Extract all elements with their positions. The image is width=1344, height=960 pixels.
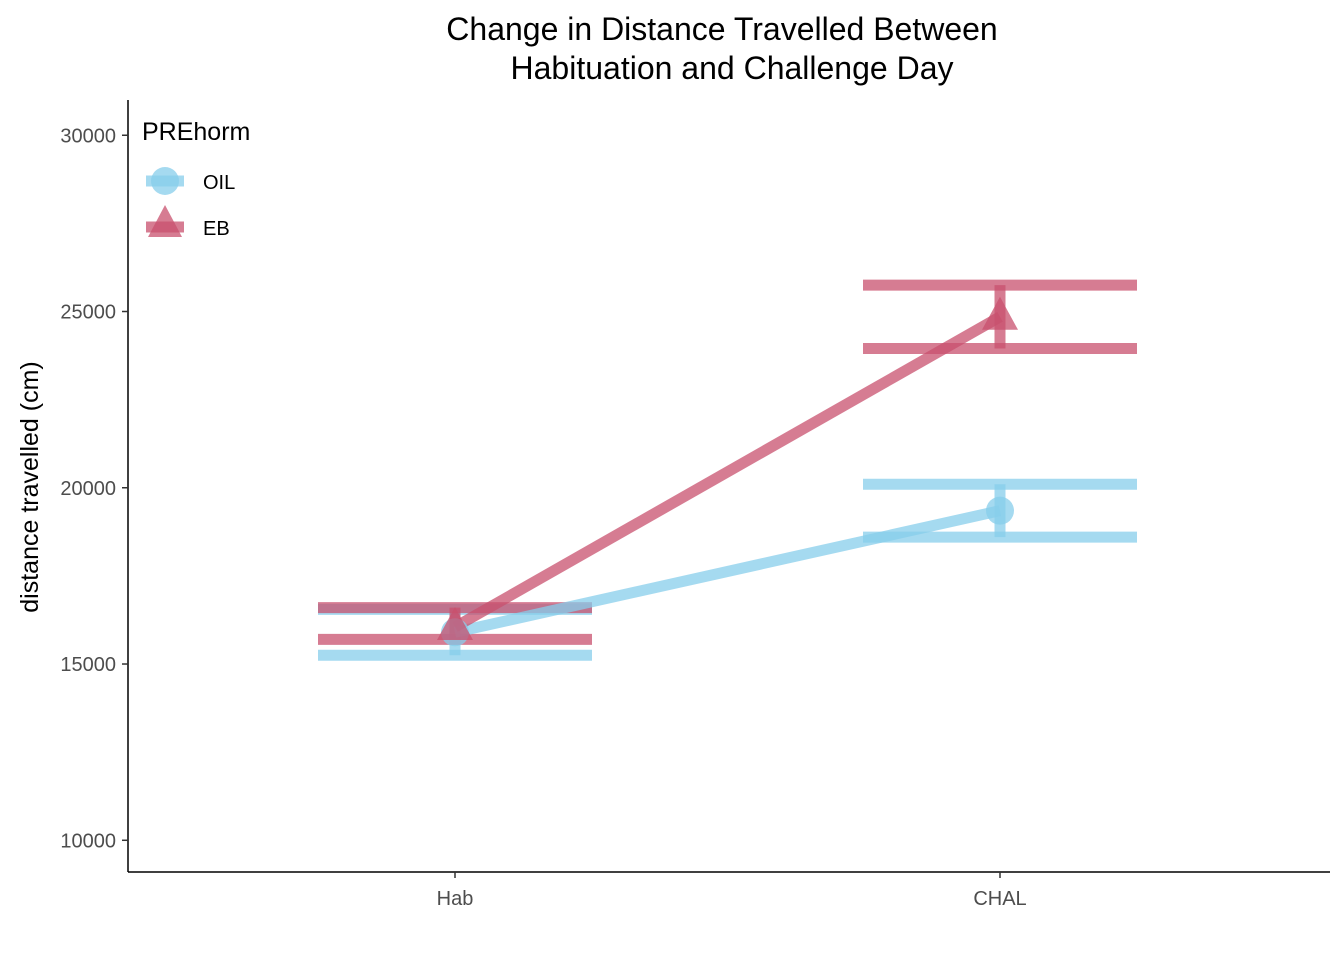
legend: PREhorm OIL EB — [129, 103, 279, 263]
data-point-eb-chal — [982, 296, 1018, 330]
y-tick-label-15000: 15000 — [60, 654, 116, 676]
legend-key-marker-oil — [151, 167, 179, 195]
y-tick-label-30000: 30000 — [60, 125, 116, 147]
y-tick-label-10000: 10000 — [60, 830, 116, 852]
chart-title-line-1: Change in Distance Travelled Between — [446, 11, 997, 47]
series-line-eb — [452, 312, 1003, 632]
y-tick-label-25000: 25000 — [60, 302, 116, 324]
series-line-oil — [453, 505, 1002, 638]
chart-title: Change in Distance Travelled Between Hab… — [446, 11, 997, 86]
legend-label-oil: OIL — [203, 172, 235, 194]
y-axis-title: distance travelled (cm) — [16, 361, 44, 612]
x-tick-label-chal: CHAL — [973, 888, 1026, 910]
data-point-oil-chal — [986, 496, 1014, 525]
legend-title: PREhorm — [142, 118, 250, 146]
legend-key-marker-eb — [148, 205, 182, 237]
x-tick-label-hab: Hab — [437, 888, 474, 910]
data-point-eb-hab — [437, 607, 473, 641]
plot-area — [318, 279, 1137, 661]
y-tick-label-20000: 20000 — [60, 478, 116, 500]
legend-keys — [146, 167, 184, 237]
legend-label-eb: EB — [203, 218, 230, 240]
chart-title-line-2: Habituation and Challenge Day — [511, 50, 954, 86]
axes: 10000 15000 20000 25000 30000 Hab CHAL — [60, 100, 1330, 910]
